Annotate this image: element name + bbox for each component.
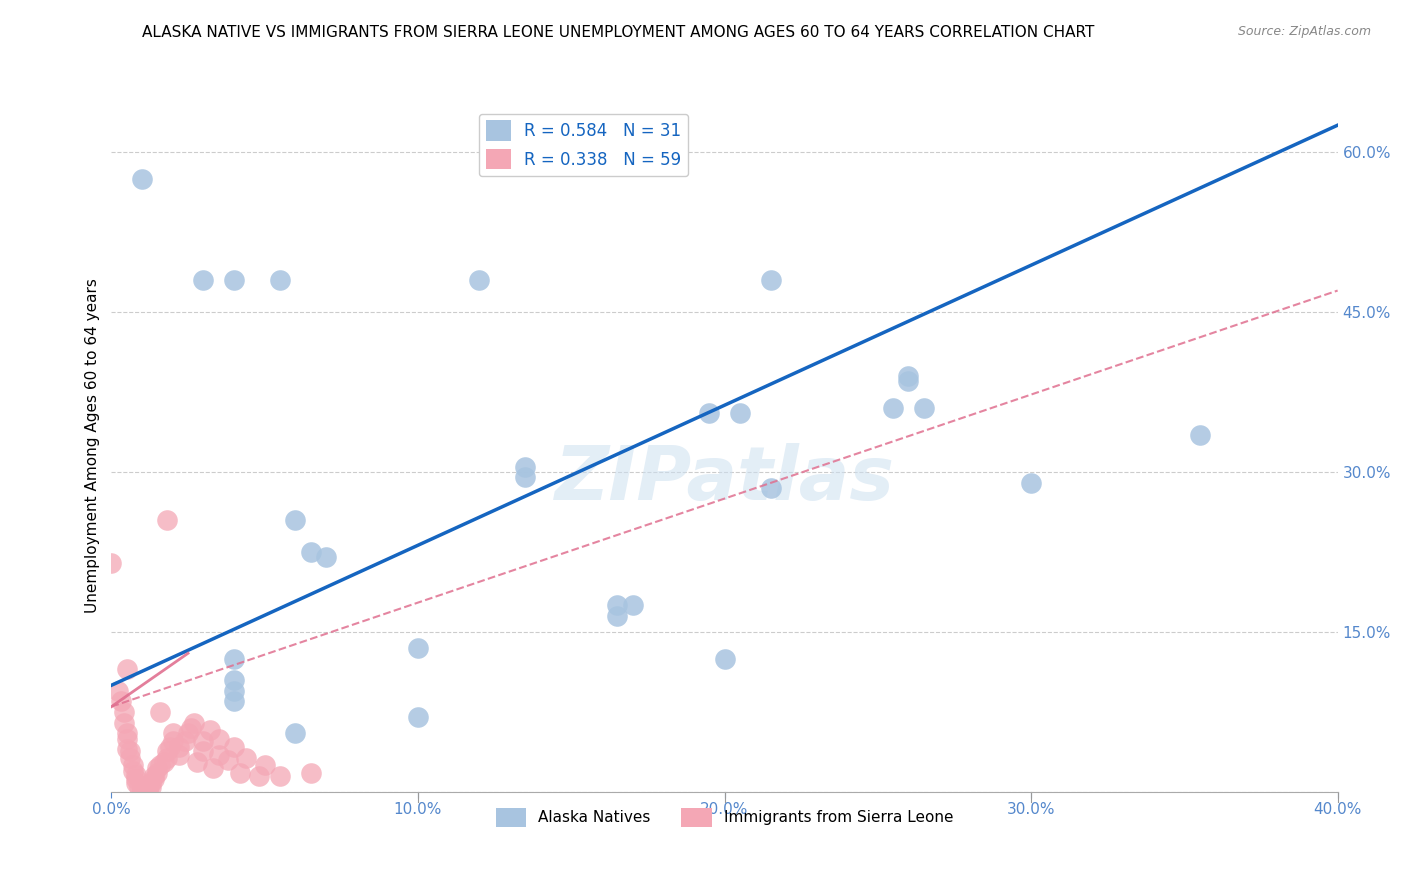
Point — [193, 733, 215, 747]
Point — [269, 273, 291, 287]
Point — [247, 769, 270, 783]
Point — [107, 683, 129, 698]
Point — [146, 765, 169, 780]
Point — [131, 781, 153, 796]
Point — [284, 726, 307, 740]
Point — [406, 710, 429, 724]
Point — [155, 513, 177, 527]
Point — [222, 694, 245, 708]
Point — [186, 755, 208, 769]
Point — [468, 273, 491, 287]
Point — [193, 744, 215, 758]
Point — [118, 744, 141, 758]
Point — [208, 747, 231, 762]
Point — [198, 723, 221, 737]
Point — [253, 758, 276, 772]
Point — [143, 769, 166, 783]
Point — [110, 694, 132, 708]
Point — [912, 401, 935, 415]
Point — [136, 781, 159, 796]
Point — [269, 769, 291, 783]
Point — [162, 726, 184, 740]
Text: ZIPatlas: ZIPatlas — [554, 443, 894, 516]
Point — [235, 751, 257, 765]
Point — [515, 459, 537, 474]
Point — [146, 762, 169, 776]
Point — [606, 599, 628, 613]
Point — [1188, 427, 1211, 442]
Point — [131, 784, 153, 798]
Point — [201, 762, 224, 776]
Point — [759, 273, 782, 287]
Point — [100, 556, 122, 570]
Point — [299, 545, 322, 559]
Point — [112, 715, 135, 730]
Point — [149, 758, 172, 772]
Point — [177, 726, 200, 740]
Point — [131, 785, 153, 799]
Point — [125, 772, 148, 786]
Point — [115, 726, 138, 740]
Point — [112, 705, 135, 719]
Point — [222, 673, 245, 687]
Point — [131, 171, 153, 186]
Point — [143, 772, 166, 786]
Point — [183, 715, 205, 730]
Point — [115, 742, 138, 756]
Point — [315, 550, 337, 565]
Point — [136, 785, 159, 799]
Text: ALASKA NATIVE VS IMMIGRANTS FROM SIERRA LEONE UNEMPLOYMENT AMONG AGES 60 TO 64 Y: ALASKA NATIVE VS IMMIGRANTS FROM SIERRA … — [142, 25, 1095, 40]
Point — [406, 640, 429, 655]
Point — [606, 609, 628, 624]
Y-axis label: Unemployment Among Ages 60 to 64 years: Unemployment Among Ages 60 to 64 years — [86, 277, 100, 613]
Point — [222, 740, 245, 755]
Point — [122, 764, 145, 778]
Point — [1019, 475, 1042, 490]
Point — [897, 368, 920, 383]
Point — [222, 683, 245, 698]
Point — [728, 406, 751, 420]
Point — [167, 747, 190, 762]
Point — [208, 731, 231, 746]
Point — [222, 651, 245, 665]
Point — [621, 599, 644, 613]
Point — [118, 751, 141, 765]
Point — [167, 740, 190, 755]
Point — [149, 705, 172, 719]
Point — [713, 651, 735, 665]
Point — [897, 374, 920, 388]
Point — [152, 755, 174, 769]
Point — [515, 470, 537, 484]
Point — [882, 401, 904, 415]
Point — [125, 776, 148, 790]
Point — [284, 513, 307, 527]
Point — [174, 733, 197, 747]
Point — [131, 782, 153, 797]
Point — [162, 733, 184, 747]
Text: Source: ZipAtlas.com: Source: ZipAtlas.com — [1237, 25, 1371, 38]
Point — [222, 273, 245, 287]
Legend: Alaska Natives, Immigrants from Sierra Leone: Alaska Natives, Immigrants from Sierra L… — [489, 802, 960, 833]
Point — [141, 780, 163, 794]
Point — [229, 765, 252, 780]
Point — [128, 780, 150, 794]
Point — [122, 758, 145, 772]
Point — [697, 406, 720, 420]
Point — [299, 765, 322, 780]
Point — [759, 481, 782, 495]
Point — [217, 753, 239, 767]
Point — [155, 744, 177, 758]
Point — [155, 751, 177, 765]
Point — [115, 662, 138, 676]
Point — [180, 721, 202, 735]
Point — [141, 776, 163, 790]
Point — [159, 740, 181, 755]
Point — [193, 273, 215, 287]
Point — [125, 768, 148, 782]
Point — [115, 731, 138, 746]
